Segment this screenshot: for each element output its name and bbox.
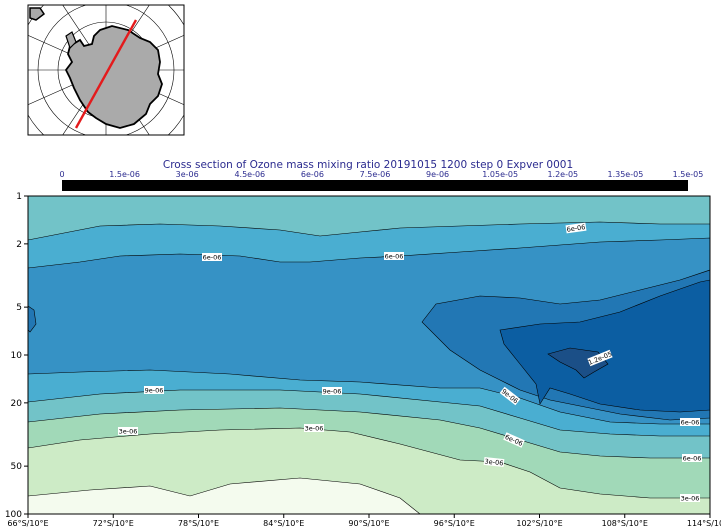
colorbar-tick-label: 7.5e-06 [360, 170, 391, 179]
contour-bands [28, 196, 710, 514]
contour-label-text: 6e-06 [566, 223, 586, 234]
contour-label: 3e-06 [304, 424, 324, 432]
y-tick-label: 2 [16, 240, 22, 250]
y-tick-label: 5 [16, 303, 22, 313]
contour-label-text: 3e-06 [681, 494, 700, 502]
colorbar-bar [62, 180, 688, 191]
inset-map [27, 4, 185, 136]
contour-label: 6e-06 [682, 454, 702, 462]
band-7-fill [499, 279, 710, 413]
contour-label-text: 3e-06 [119, 427, 138, 435]
x-tick-label: 108°S/10°E [602, 519, 648, 528]
contour-label: 6e-06 [680, 418, 700, 426]
x-tick-label: 66°S/10°E [7, 519, 48, 528]
colorbar-tick-label: 3e-06 [176, 170, 199, 179]
contour-label: 3e-06 [118, 427, 138, 435]
contour-label-text: 9e-06 [323, 387, 342, 395]
band-8-fill [547, 347, 609, 379]
y-tick-label: 1 [16, 192, 22, 202]
colorbar-tick-label: 4.5e-06 [234, 170, 265, 179]
x-tick-label: 78°S/10°E [178, 519, 219, 528]
contour-labels: 6e-06 6e-06 6e-06 9e-06 9e-06 1.2e-05 [118, 222, 702, 502]
colorbar-tick-label: 1.35e-05 [607, 170, 643, 179]
colorbar-tick-label: 9e-06 [426, 170, 449, 179]
cross-section-line [74, 19, 138, 129]
contour-label: 9e-06 [322, 387, 342, 395]
colorbar-tick-label: 1.2e-05 [547, 170, 578, 179]
colorbar-tick-label: 1.5e-05 [673, 170, 704, 179]
colorbar-tick-label: 0 [59, 170, 64, 179]
x-tick-label: 72°S/10°E [93, 519, 134, 528]
contour-label: 3e-06 [680, 494, 700, 502]
x-axis: 66°S/10°E 72°S/10°E 78°S/10°E 84°S/10°E 90°S… [7, 514, 721, 528]
colorbar-ticks: 0 1.5e-06 3e-06 4.5e-06 6e-06 7.5e-06 9e-06 1.0… [59, 170, 703, 179]
x-tick-label: 90°S/10°E [348, 519, 389, 528]
contour-label-text: 6e-06 [681, 418, 700, 426]
contour-label: 6e-06 [202, 253, 222, 261]
contour-label: 9e-06 [144, 386, 164, 394]
colorbar-tick-label: 1.5e-06 [109, 170, 140, 179]
contour-label-text: 6e-06 [683, 454, 702, 462]
contour-label: 3e-06 [483, 456, 505, 467]
y-axis: 1 2 5 10 20 50 100 [5, 192, 28, 520]
x-tick-label: 84°S/10°E [263, 519, 304, 528]
plot-area: 6e-06 6e-06 6e-06 9e-06 9e-06 1.2e-05 [5, 192, 721, 528]
y-tick-label: 100 [5, 510, 22, 520]
y-tick-label: 20 [11, 399, 23, 409]
x-tick-label: 102°S/10°E [516, 519, 562, 528]
contour-label-text: 9e-06 [145, 386, 164, 394]
left-edge-patch [28, 305, 37, 333]
contour-label-text: 3e-06 [305, 424, 324, 432]
colorbar-tick-label: 1.05e-05 [482, 170, 518, 179]
y-tick-label: 10 [11, 351, 23, 361]
y-tick-label: 50 [11, 462, 23, 472]
contour-label-text: 6e-06 [203, 253, 222, 261]
colorbar-tick-label: 6e-06 [301, 170, 324, 179]
contour-label: 6e-06 [384, 252, 404, 260]
x-tick-label: 114°S/10°E [687, 519, 721, 528]
peninsula-land [65, 31, 77, 50]
contour-label-text: 3e-06 [484, 457, 503, 467]
chart-title: Cross section of Ozone mass mixing ratio… [163, 159, 573, 171]
colorbar: 0 1.5e-06 3e-06 4.5e-06 6e-06 7.5e-06 9e-06 1.0… [59, 170, 703, 191]
x-tick-label: 96°S/10°E [434, 519, 475, 528]
contour-label-text: 6e-06 [385, 252, 404, 260]
south-america-land [29, 7, 46, 21]
contour-label: 6e-06 [565, 222, 587, 234]
